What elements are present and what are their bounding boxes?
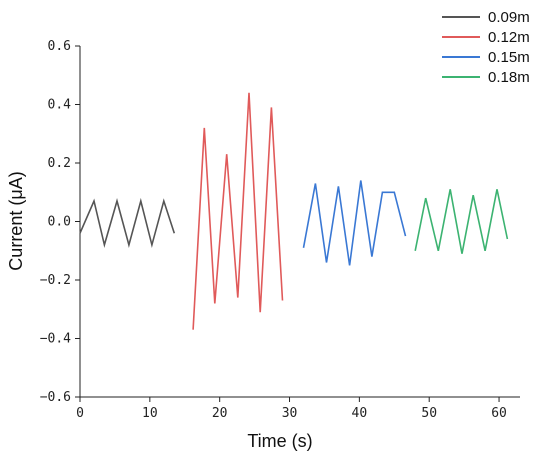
y-tick-label: 0.4 (48, 98, 72, 113)
y-axis-title: Current (μA) (6, 171, 26, 270)
x-tick-label: 40 (352, 406, 368, 421)
series-line-0-12m (192, 92, 284, 330)
x-tick-label: 50 (421, 406, 437, 421)
legend-label: 0.15m (488, 49, 530, 66)
y-tick-label: −0.6 (40, 390, 71, 405)
legend-label: 0.09m (488, 9, 530, 26)
legend-label: 0.18m (488, 69, 530, 86)
y-tick-label: −0.2 (40, 273, 71, 288)
series-line-0-15m (302, 180, 407, 266)
x-tick-label: 10 (142, 406, 158, 421)
legend: 0.09m 0.12m 0.15m 0.18m (442, 9, 530, 86)
x-tick-label: 20 (212, 406, 228, 421)
series-line-0-09m (79, 197, 176, 249)
ticks: 0 10 20 30 40 50 60 0.6 0.4 0.2 0.0 −0.2 −0.4 −0.6 (40, 39, 507, 421)
series-lines (79, 92, 509, 330)
series-line-0-18m (414, 189, 509, 254)
y-tick-label: 0.6 (48, 39, 71, 54)
y-tick-label: 0.2 (48, 156, 71, 171)
x-axis-title: Time (s) (247, 431, 312, 451)
x-tick-label: 60 (491, 406, 507, 421)
legend-label: 0.12m (488, 29, 530, 46)
x-tick-label: 0 (76, 406, 84, 421)
x-tick-label: 30 (282, 406, 298, 421)
y-tick-label: −0.4 (40, 332, 71, 347)
y-tick-label: 0.0 (48, 215, 71, 230)
